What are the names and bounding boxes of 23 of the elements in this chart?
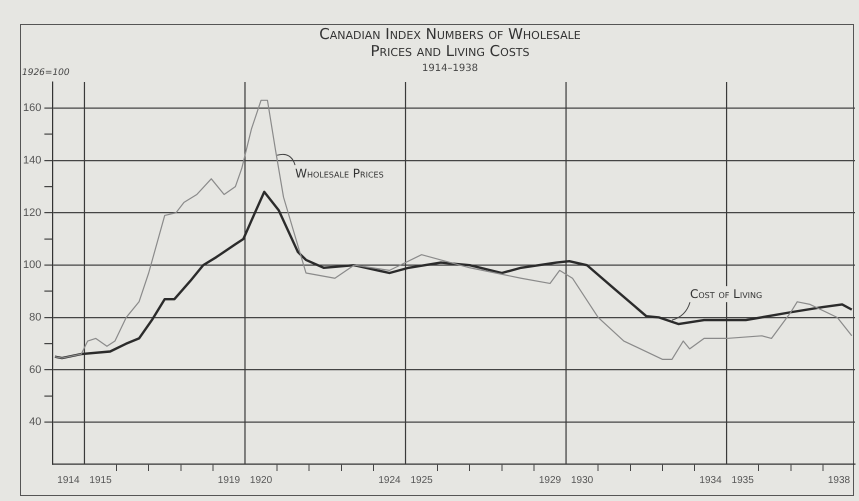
y-tick-label: 80 <box>29 312 42 324</box>
x-tick-label: 1938 <box>828 474 851 486</box>
chart-subtitle: 1914–1938 <box>421 63 479 74</box>
x-tick-label: 1919 <box>218 474 240 486</box>
y-tick-label: 100 <box>22 259 42 272</box>
annotation: Wholesale Prices <box>295 166 384 180</box>
annotation: Cost of Living <box>690 287 762 302</box>
x-tick-label: 1924 <box>378 474 402 486</box>
x-tick-label: 1914 <box>57 474 80 486</box>
x-tick-label: 1929 <box>538 474 562 486</box>
y-tick-label: 120 <box>22 206 42 219</box>
x-tick-label: 1930 <box>570 474 594 486</box>
y-axis-title: 1926=100 <box>22 68 70 78</box>
y-tick-label: 140 <box>22 154 42 167</box>
y-tick-label: 160 <box>22 102 42 114</box>
chart-title: Canadian Index Numbers of Wholesale Prices and Living Costs <box>318 25 582 60</box>
y-tick-label: 40 <box>29 416 42 428</box>
x-tick-label: 1920 <box>250 474 273 486</box>
y-tick-label: 60 <box>29 364 42 376</box>
x-tick-label: 1934 <box>699 474 722 486</box>
x-tick-label: 1935 <box>732 474 754 486</box>
x-tick-label: 1915 <box>89 474 112 486</box>
x-tick-label: 1925 <box>410 474 434 486</box>
